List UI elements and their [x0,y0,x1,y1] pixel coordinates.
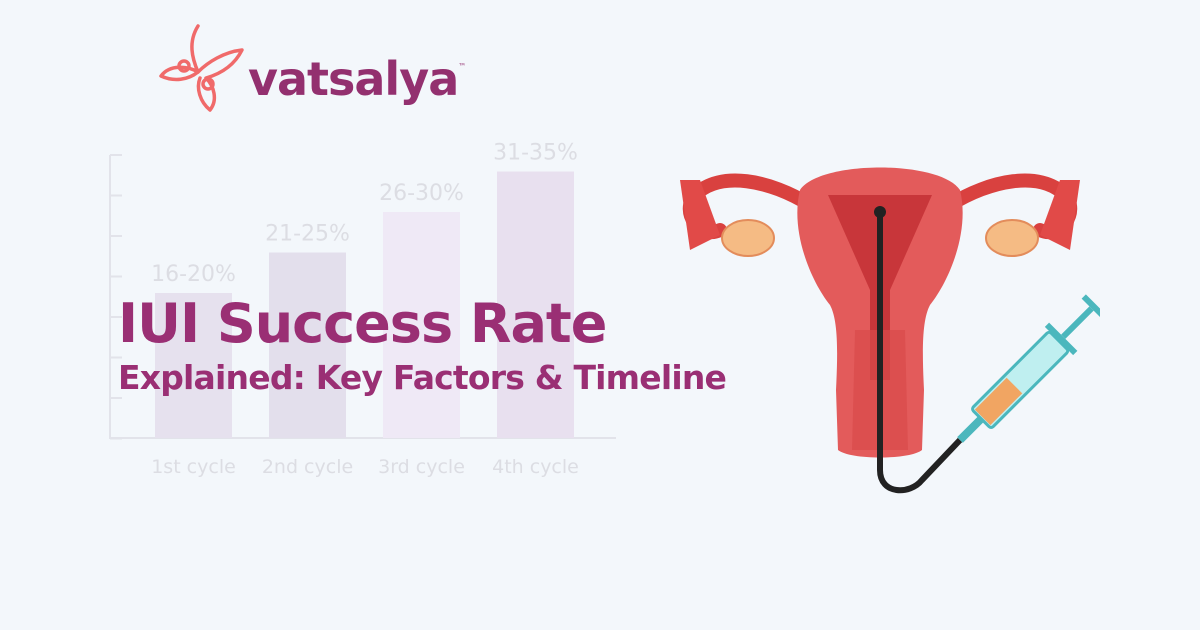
bar-data-label: 16-20% [151,262,236,287]
chart-bar [269,252,346,438]
uterus-illustration [680,167,1100,494]
category-label: 2nd cycle [262,456,353,478]
brand-logo: vatsalya ™ [158,22,466,114]
chart-bar [383,212,460,438]
bar-data-label: 26-30% [379,181,464,206]
catheter-tip [874,206,886,218]
category-label: 1st cycle [151,456,236,478]
trademark: ™ [458,62,467,71]
headline-title: IUI Success Rate [118,292,607,355]
ovaries [721,219,1039,257]
category-label: 3rd cycle [378,456,465,478]
fimbriae [680,180,1080,250]
catheter [877,210,963,494]
brand-name: vatsalya [248,52,459,106]
butterfly-icon [159,24,244,112]
chart-bar [155,293,232,438]
bar-data-label: 21-25% [265,222,350,247]
syringe-icon [957,294,1100,443]
bar-data-label: 31-35% [493,141,578,166]
headline-subtitle: Explained: Key Factors & Timeline [118,358,727,397]
category-label: 4th cycle [492,456,579,478]
chart-bar [497,171,574,438]
